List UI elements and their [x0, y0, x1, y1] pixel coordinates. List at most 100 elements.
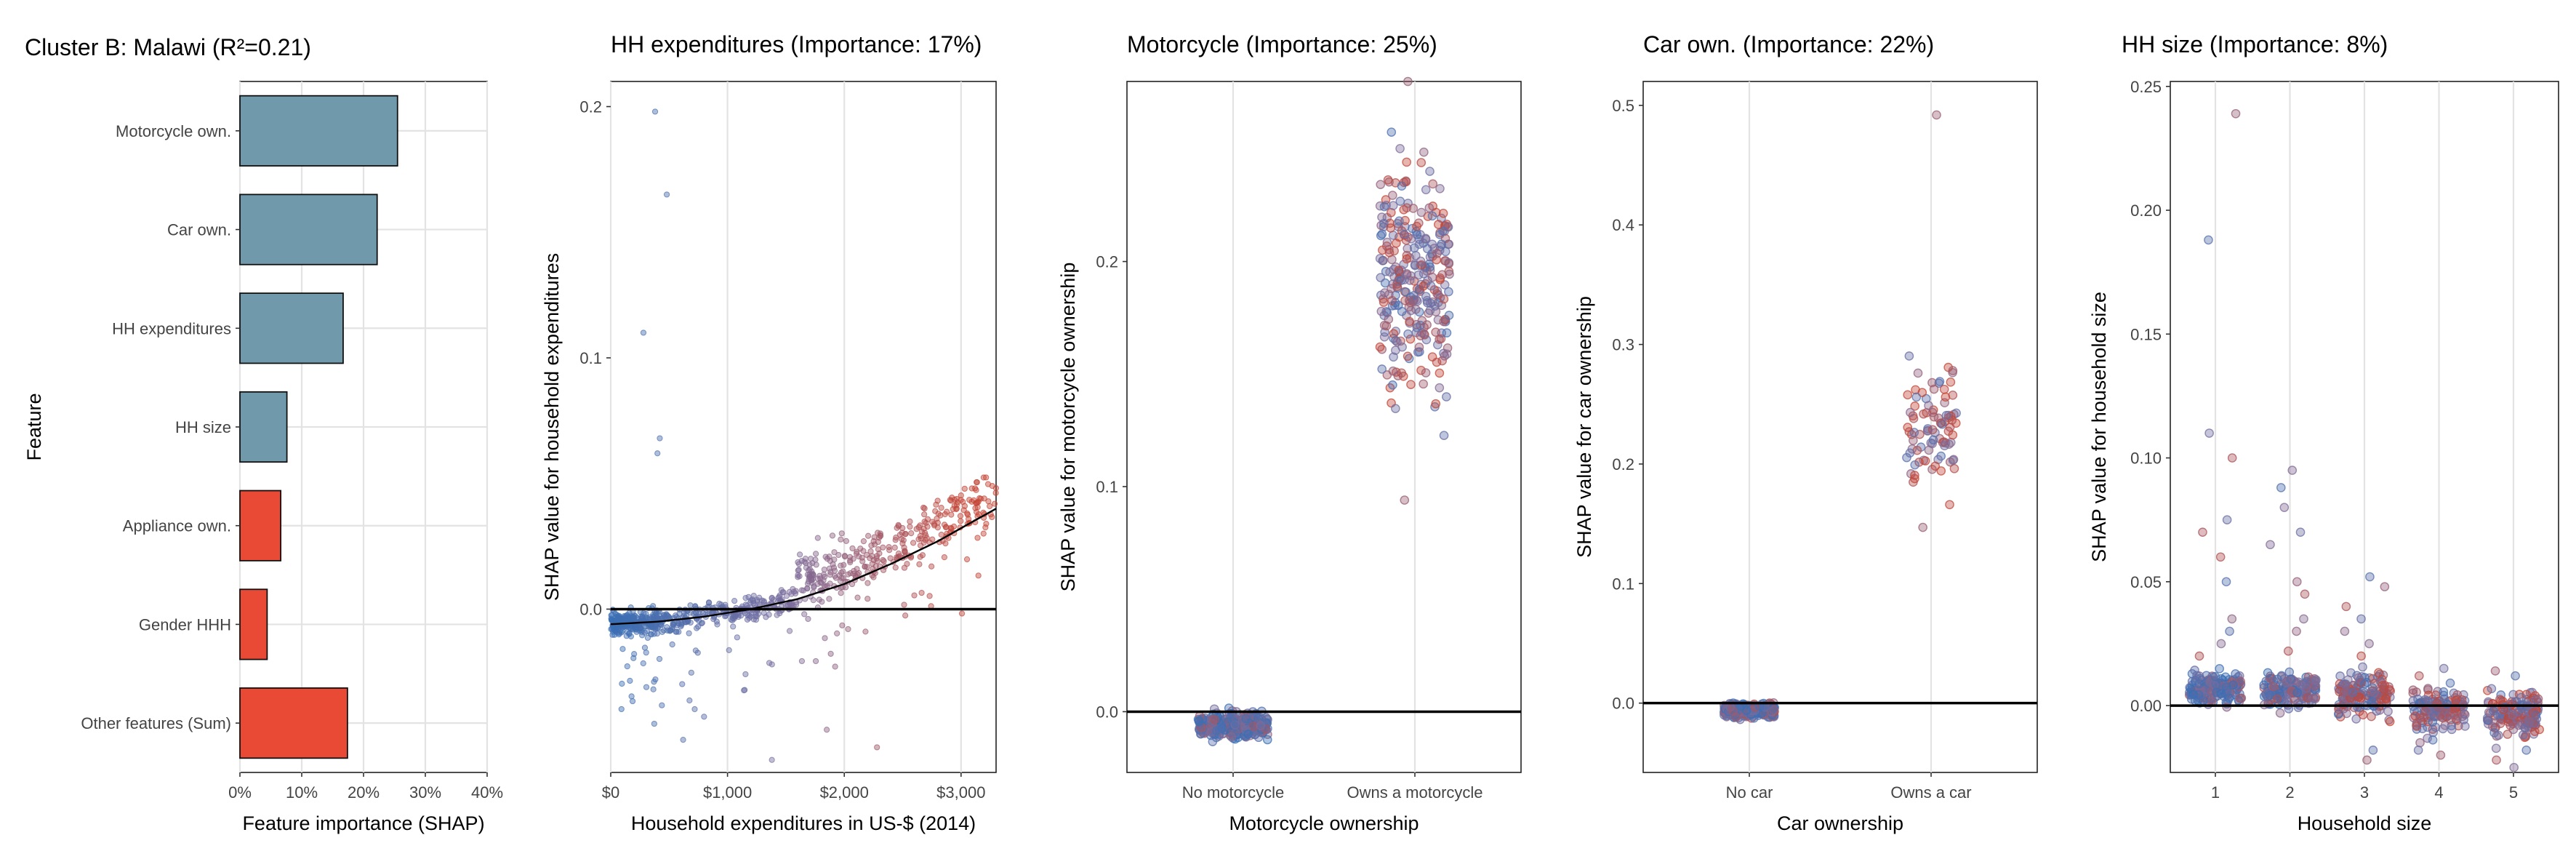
data-point — [1416, 158, 1427, 167]
data-point — [750, 600, 757, 607]
bar — [239, 490, 281, 562]
y-tick-label: 0.1 — [579, 349, 602, 367]
data-point — [961, 503, 968, 509]
data-point — [934, 519, 941, 526]
x-tick-label: $0 — [602, 783, 619, 802]
data-point — [2235, 694, 2245, 703]
data-point — [713, 618, 720, 625]
x-axis-title: Household size — [2298, 812, 2432, 834]
data-point — [943, 524, 950, 530]
outlier-point — [2225, 626, 2234, 636]
data-point — [991, 500, 998, 507]
data-point — [1442, 392, 1451, 401]
outlier-point — [824, 727, 830, 733]
outlier-point — [651, 108, 659, 115]
x-tick-label: 20% — [348, 783, 380, 802]
data-point — [658, 621, 665, 628]
data-point — [722, 602, 729, 608]
data-point — [802, 555, 809, 562]
data-point — [2293, 677, 2303, 687]
data-point — [730, 623, 737, 630]
data-point — [1412, 221, 1421, 231]
data-point — [643, 684, 650, 690]
data-point — [916, 561, 923, 567]
panel-title: Motorcycle (Importance: 25%) — [1127, 31, 1437, 57]
x-tick-label: No motorcycle — [1182, 783, 1285, 802]
outlier-point — [2368, 746, 2378, 755]
data-point — [774, 612, 780, 618]
data-point — [2311, 676, 2321, 686]
data-point — [630, 655, 637, 661]
data-point — [1948, 455, 1958, 466]
data-point — [1913, 368, 1923, 378]
outlier-point — [2292, 626, 2301, 636]
data-point — [961, 485, 968, 492]
data-point — [901, 544, 907, 551]
y-tick-label: 0.3 — [1612, 336, 1634, 354]
data-point — [1949, 463, 1959, 474]
x-axis-title: Motorcycle ownership — [1229, 812, 1419, 834]
y-tick-label: 0.2 — [1612, 455, 1634, 474]
data-point — [1444, 259, 1454, 268]
data-point — [1403, 351, 1413, 361]
data-point — [650, 613, 657, 620]
data-point — [796, 551, 803, 558]
data-point — [624, 663, 630, 670]
data-point — [950, 523, 958, 530]
y-tick-label: 0.0 — [1612, 695, 1634, 713]
x-axis-title: Feature importance (SHAP) — [242, 812, 484, 834]
data-point — [1212, 726, 1221, 736]
y-tick-label: 0.15 — [2130, 325, 2162, 343]
data-point — [2374, 668, 2383, 678]
outlier-point — [2341, 602, 2351, 612]
data-point — [944, 508, 950, 515]
panel-title: HH size (Importance: 8%) — [2122, 31, 2388, 57]
data-point — [769, 595, 775, 602]
data-point — [1421, 185, 1431, 195]
data-point — [910, 540, 917, 546]
data-point — [1395, 216, 1404, 226]
data-point — [834, 630, 840, 636]
data-point — [895, 550, 902, 557]
data-point — [1929, 384, 1939, 394]
data-point — [1378, 256, 1387, 265]
data-point — [2491, 743, 2501, 754]
data-point — [941, 554, 947, 561]
data-point — [810, 597, 816, 604]
data-point — [1930, 461, 1941, 471]
data-point — [840, 575, 847, 581]
outlier-point — [2300, 589, 2310, 599]
data-point — [899, 530, 905, 536]
data-point — [1919, 409, 1928, 419]
y-tick-label: 0.1 — [1612, 575, 1634, 593]
outlier-point — [2215, 552, 2226, 562]
data-point — [918, 589, 925, 596]
data-point — [964, 510, 971, 517]
data-point — [619, 646, 626, 652]
data-point — [804, 571, 811, 578]
data-point — [1437, 270, 1447, 279]
data-point — [659, 628, 665, 636]
data-point — [831, 549, 838, 556]
bar — [239, 391, 288, 463]
data-point — [1442, 349, 1452, 359]
y-tick-label: 0.4 — [1612, 216, 1634, 234]
outlier-point — [2276, 483, 2286, 492]
data-point — [1388, 191, 1397, 200]
data-point — [818, 580, 824, 586]
y-tick-label: 0.0 — [579, 600, 602, 618]
data-point — [1906, 407, 1915, 417]
data-point — [918, 528, 925, 535]
data-point — [1392, 337, 1402, 347]
x-tick-label: 30% — [409, 783, 441, 802]
outlier-point — [2364, 639, 2374, 649]
data-point — [928, 563, 935, 570]
data-point — [1387, 127, 1397, 137]
outlier-point — [2511, 671, 2520, 681]
data-point — [937, 512, 944, 519]
x-tick-label: Owns a motorcycle — [1347, 783, 1482, 802]
outlier-point — [2492, 755, 2501, 765]
data-point — [1432, 357, 1442, 367]
data-point — [2385, 684, 2394, 695]
data-point — [974, 504, 981, 511]
